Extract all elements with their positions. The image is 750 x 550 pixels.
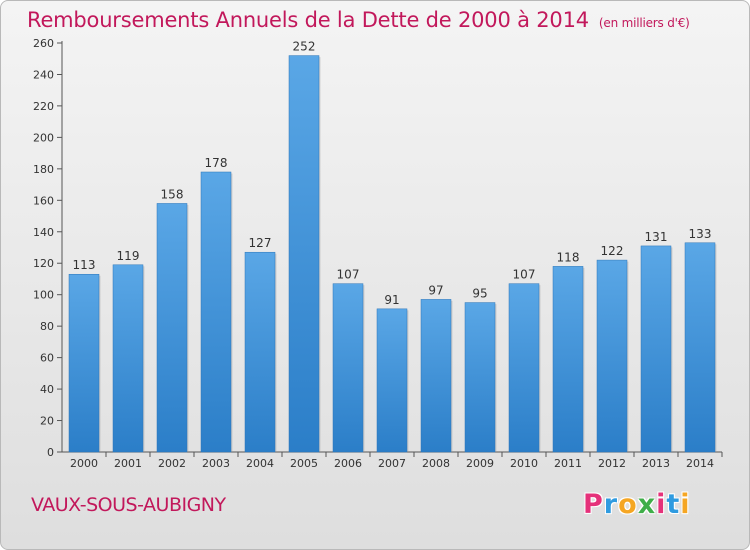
y-tick-label: 180: [33, 163, 54, 176]
y-tick-label: 40: [40, 383, 54, 396]
y-tick-label: 80: [40, 320, 54, 333]
bar-value-label: 122: [601, 244, 624, 258]
bar: [244, 251, 276, 453]
chart-title: Remboursements Annuels de la Dette de 20…: [27, 8, 690, 32]
logo-letter: o: [618, 489, 638, 520]
chart-value-labels: 113 119 158 178 127 252 107 91 97 95 107 118 122 131 1…: [73, 40, 712, 307]
bar-value-label: 127: [249, 236, 272, 250]
bar-value-label: 97: [428, 283, 443, 297]
x-tick-label: 2013: [642, 457, 670, 470]
chart-title-text: Remboursements Annuels de la Dette de 20…: [27, 8, 589, 32]
bar-value-label: 131: [645, 230, 668, 244]
bar-value-label: 133: [689, 227, 712, 241]
y-tick-label: 240: [33, 68, 54, 81]
chart-bars: [68, 55, 717, 453]
x-tick-label: 2005: [290, 457, 318, 470]
y-tick-label: 60: [40, 352, 54, 365]
logo-letter: i: [656, 489, 667, 520]
chart-axes: 0 20 40 60 80 100 120 140 160 180 200 220 240 260 2000…: [33, 37, 723, 470]
bar: [200, 171, 232, 453]
bar-value-label: 158: [161, 187, 184, 201]
bar-value-label: 119: [117, 249, 140, 263]
logo-letter: i: [680, 489, 691, 520]
bar: [420, 299, 452, 453]
y-tick-label: 160: [33, 194, 54, 207]
x-tick-label: 2000: [70, 457, 98, 470]
bar-value-label: 91: [384, 293, 399, 307]
bar: [640, 245, 672, 453]
x-tick-label: 2008: [422, 457, 450, 470]
bar-value-label: 113: [73, 258, 96, 272]
bar: [288, 55, 320, 453]
y-tick-label: 0: [47, 446, 54, 459]
x-tick-label: 2009: [466, 457, 494, 470]
y-tick-label: 120: [33, 257, 54, 270]
logo-letter: x: [637, 489, 657, 520]
x-tick-label: 2011: [554, 457, 582, 470]
bar-value-label: 107: [513, 268, 536, 282]
y-tick-label: 140: [33, 226, 54, 239]
bar-value-label: 95: [472, 287, 487, 301]
chart-unit: (en milliers d'€): [598, 16, 690, 30]
bar-value-label: 107: [337, 268, 360, 282]
bar-value-label: 178: [205, 156, 228, 170]
bar: [332, 283, 364, 453]
bar: [464, 302, 496, 453]
x-tick-label: 2004: [246, 457, 274, 470]
x-tick-label: 2007: [378, 457, 406, 470]
x-tick-label: 2003: [202, 457, 230, 470]
x-tick-label: 2002: [158, 457, 186, 470]
x-tick-label: 2014: [686, 457, 714, 470]
bar: [376, 308, 408, 453]
x-tick-label: 2006: [334, 457, 362, 470]
y-tick-label: 200: [33, 131, 54, 144]
bar: [68, 273, 100, 453]
x-tick-label: 2001: [114, 457, 142, 470]
bar: [112, 264, 144, 453]
bar: [596, 259, 628, 453]
logo-letter: r: [603, 489, 619, 520]
x-tick-label: 2010: [510, 457, 538, 470]
y-tick-label: 20: [40, 415, 54, 428]
y-tick-label: 260: [33, 37, 54, 50]
bar: [552, 266, 584, 453]
bar: [508, 283, 540, 453]
proxiti-logo: Proxiti: [583, 489, 691, 520]
logo-letter: t: [666, 489, 681, 520]
bar: [156, 203, 188, 453]
commune-name: VAUX-SOUS-AUBIGNY: [31, 494, 226, 516]
bar: [684, 242, 716, 453]
x-tick-label: 2012: [598, 457, 626, 470]
logo-letter: P: [583, 489, 604, 520]
bar-value-label: 118: [557, 250, 580, 264]
y-tick-label: 100: [33, 289, 54, 302]
bar-value-label: 252: [293, 40, 316, 54]
y-tick-label: 220: [33, 100, 54, 113]
